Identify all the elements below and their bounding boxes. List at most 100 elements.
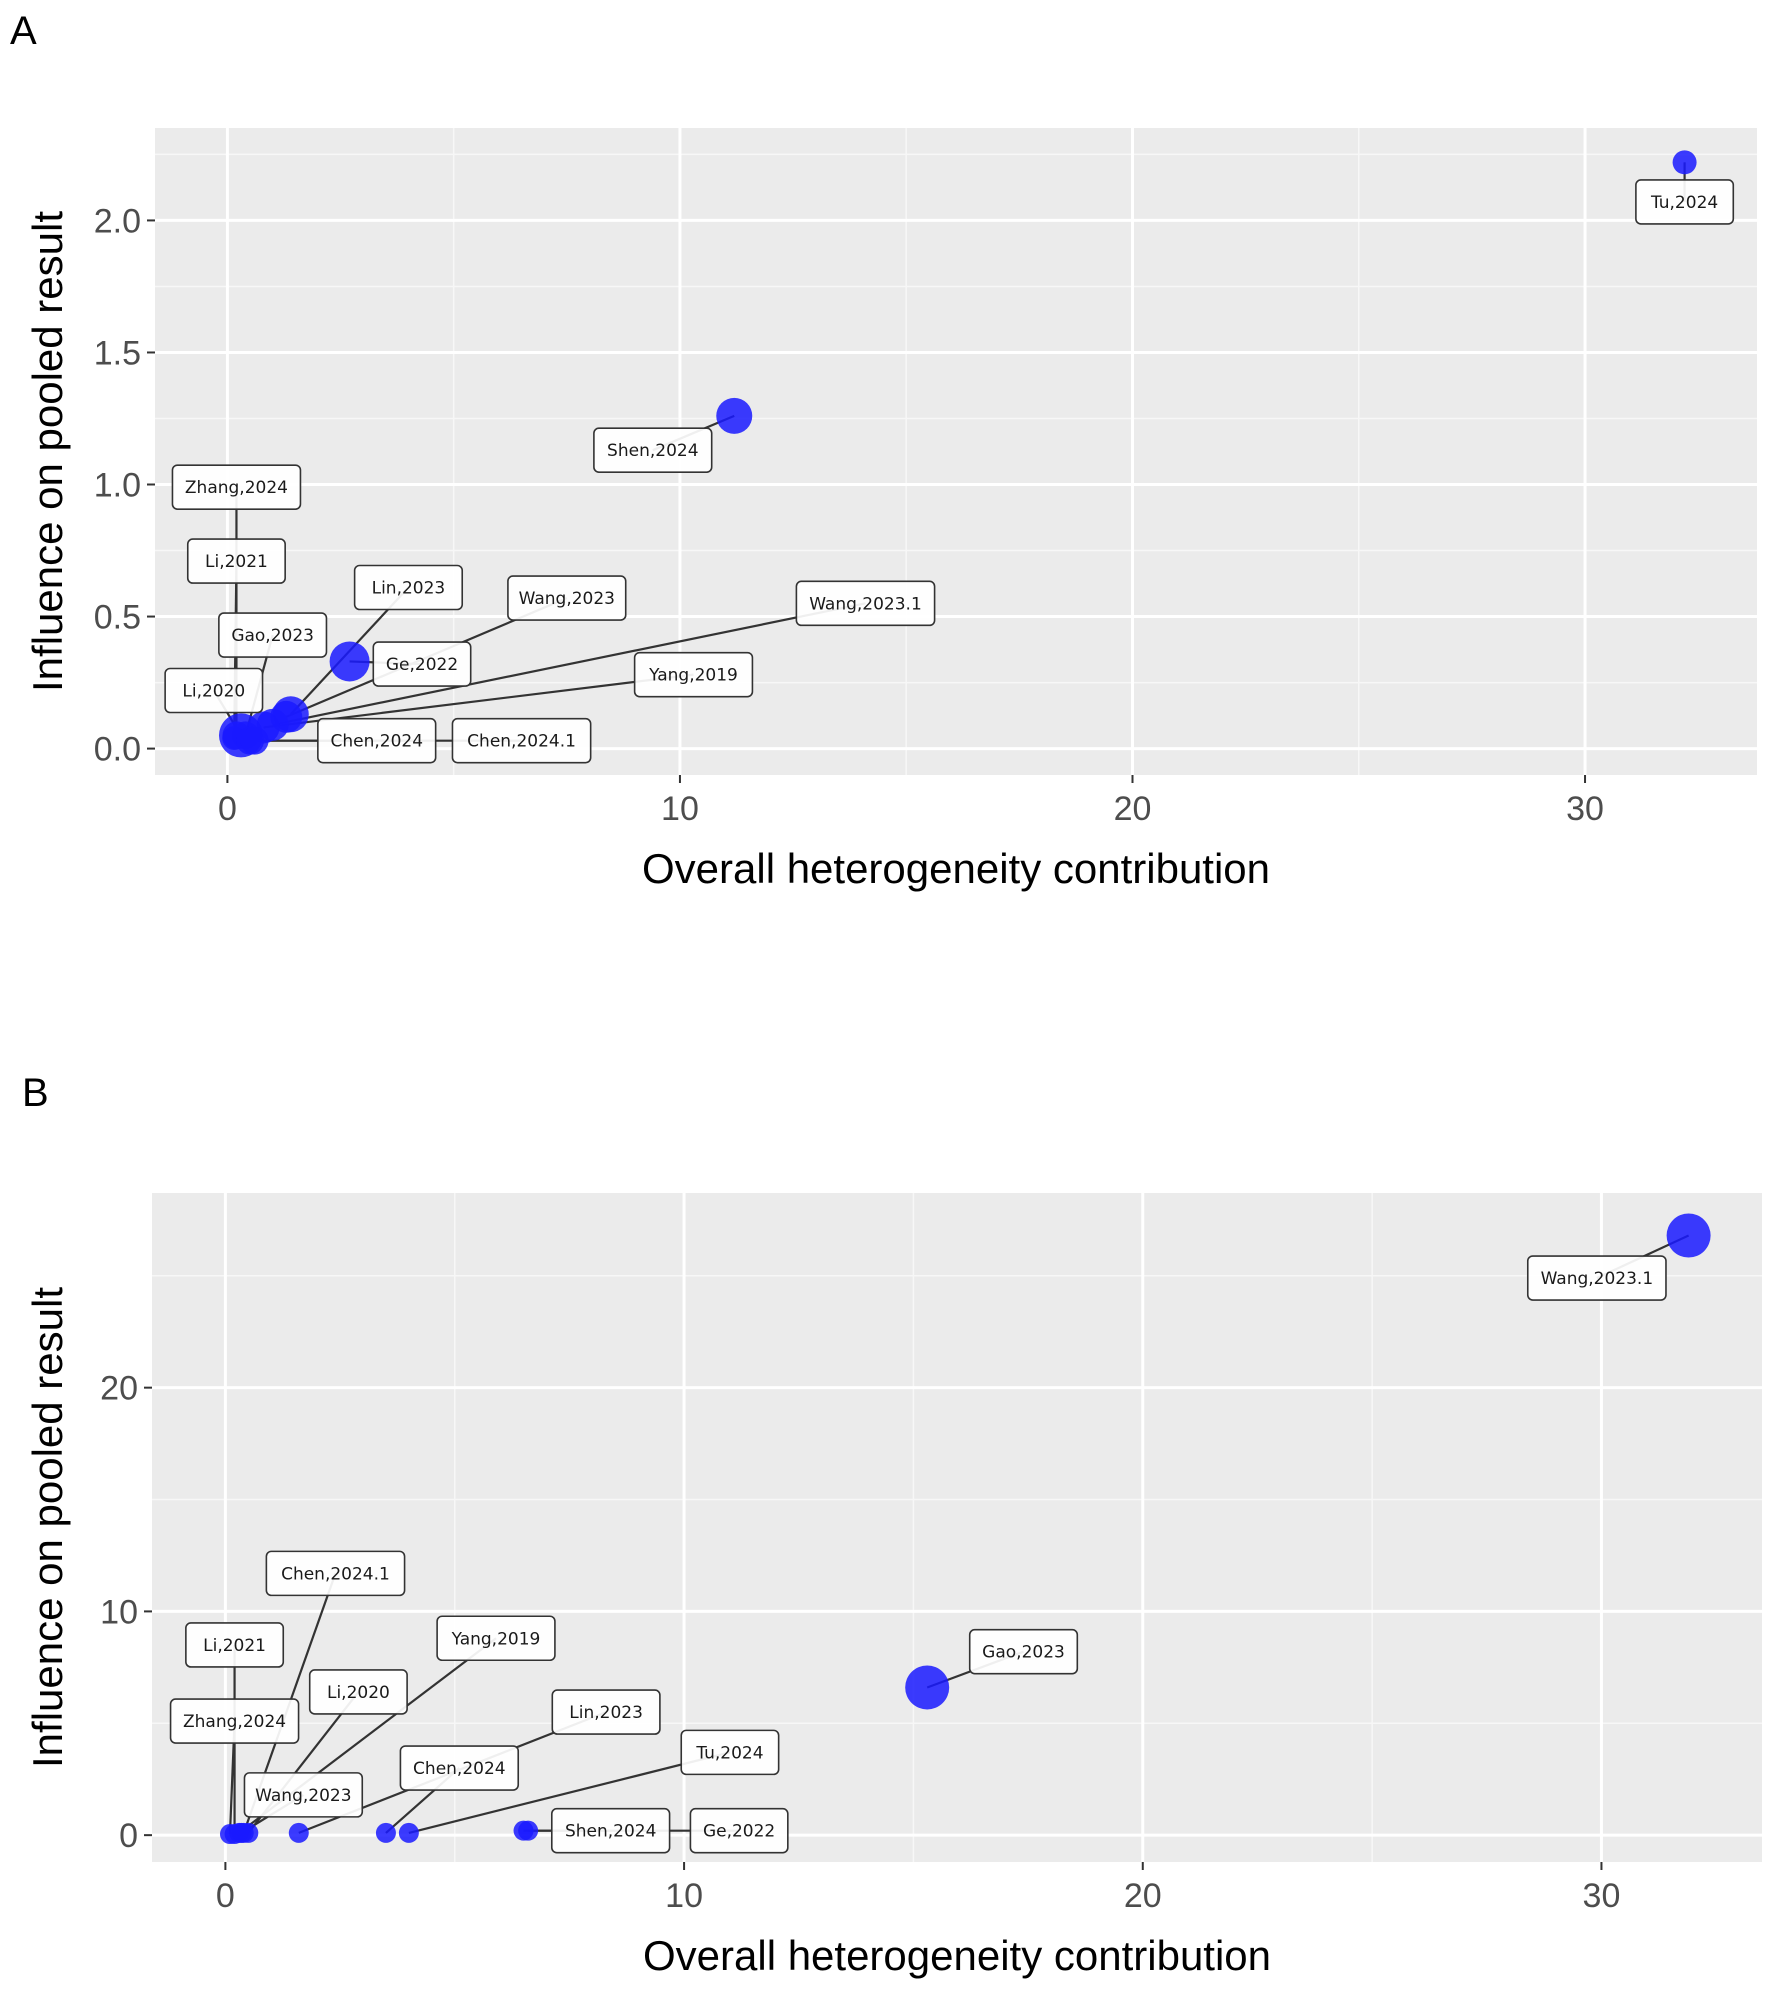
panel-a-point-label-box: [593, 427, 713, 473]
panel-b-point-label: Wang,2023: [243, 1772, 364, 1818]
panel-a-point-label-text: Ge,2022: [386, 655, 458, 675]
panel-b-point-label: Yang,2019: [436, 1615, 556, 1662]
panel-b-point-label-box: [265, 1550, 406, 1597]
panel-b-x-tick-label: 10: [665, 1877, 703, 1915]
panel-b-point-labels: Wang,2023.1 Gao,2023 Chen,2024.1 Li,2021 Yan…: [169, 1255, 1667, 1854]
panel-b-point-label-box: [308, 1669, 408, 1715]
panel-b-y-ticks: 0 10 20: [100, 1370, 152, 1855]
panel-b-point-label: Zhang,2024: [169, 1698, 300, 1744]
panel-b-point-label: Gao,2023: [968, 1628, 1079, 1675]
panel-b-x-axis-title: Overall heterogeneity contribution: [643, 1932, 1271, 1979]
panel-a-point-label-text: Wang,2023.1: [809, 594, 922, 614]
panel-b-y-axis-title: Influence on pooled result: [24, 1287, 71, 1768]
panel-a-point-label: Chen,2024: [317, 717, 437, 764]
panel-a-point-label-box: [186, 538, 286, 584]
panel-a-point-label: Ge,2022: [372, 641, 472, 687]
panel-a-x-tick-label: 0: [218, 790, 237, 828]
panel-b-y-tick-label: 10: [100, 1593, 138, 1631]
panel-a-point-label-text: Tu,2024: [1650, 193, 1718, 213]
panel-a-point-label-box: [164, 667, 264, 714]
panel-a-point-label: Wang,2023.1: [795, 580, 936, 627]
panel-a-point-label: Zhang,2024: [171, 464, 302, 510]
panel-a-data-point: [716, 397, 753, 434]
panel-b-points: [219, 1213, 1711, 1845]
panel-b-point-label-text: Tu,2024: [695, 1743, 763, 1763]
panel-b-point-label-box: [1526, 1255, 1667, 1301]
panel-b-tag: B: [22, 1071, 49, 1115]
panel-b-point-label: Shen,2024: [550, 1807, 671, 1854]
panel-b-y-tick-label: 0: [119, 1817, 138, 1855]
panel-a-y-tick-label: 1.5: [94, 334, 141, 372]
panel-b-point-label-text: Lin,2023: [569, 1703, 643, 1723]
panel-b-data-point: [231, 1822, 252, 1843]
panel-a-point-label-box: [218, 612, 328, 658]
panel-a-x-tick-label: 30: [1566, 790, 1604, 828]
panel-a-point-labels: Tu,2024 Shen,2024 Zhang,2024 Li,2021 Lin,202…: [164, 179, 1735, 764]
panel-b-label-connector: [408, 1751, 731, 1834]
panel-b-point-label: Chen,2024.1: [265, 1550, 406, 1597]
panel-b-point-label-box: [551, 1689, 661, 1735]
panel-b-point-label-box: [968, 1628, 1079, 1675]
panel-a-y-tick-label: 0.0: [94, 731, 141, 769]
panel-a-x-ticks: 0 10 20 30: [218, 775, 1604, 828]
panel-a-point-label: Yang,2019: [633, 651, 754, 698]
panel-b-data-point: [518, 1820, 539, 1841]
panel-b-point-label: Li,2020: [308, 1669, 408, 1715]
panel-a-point-label-box: [795, 580, 936, 627]
panel-a-point-label-box: [633, 651, 754, 698]
panel-b-data-point: [288, 1822, 309, 1843]
panel-b-point-label-text: Gao,2023: [982, 1643, 1065, 1663]
panel-a-point-label: Gao,2023: [218, 612, 328, 658]
panel-a-y-axis-title: Influence on pooled result: [24, 211, 71, 692]
panel-b-x-tick-label: 30: [1583, 1877, 1621, 1915]
panel-a-point-label-box: [317, 717, 437, 764]
panel-b-point-label: Wang,2023.1: [1526, 1255, 1667, 1301]
panel-b-data-point: [398, 1822, 419, 1843]
panel-b-point-label-text: Chen,2024.1: [281, 1564, 390, 1584]
panel-b-point-label-box: [399, 1745, 520, 1791]
panel-a-point-label-box: [451, 717, 592, 764]
panel-b-point-label-box: [680, 1729, 780, 1776]
panel-b-gridlines: [152, 1193, 1762, 1862]
panel-a-point-label: Shen,2024: [593, 427, 713, 473]
panel-a-point-label-text: Li,2021: [205, 552, 268, 572]
panel-b-point-label-box: [689, 1807, 789, 1854]
panel-a-point-label: Li,2021: [186, 538, 286, 584]
panel-b-point-label-text: Shen,2024: [565, 1822, 656, 1842]
panel-b-x-tick-label: 0: [216, 1877, 235, 1915]
panel-a-data-point: [240, 726, 269, 755]
panel-a-point-label-text: Yang,2019: [648, 666, 738, 686]
panel-a-label-connector: [272, 602, 866, 726]
panel-b-point-label: Ge,2022: [689, 1807, 789, 1854]
panel-a-point-label: Lin,2023: [353, 564, 464, 611]
panel-a-point-label-box: [171, 464, 302, 510]
panel-b-point-label-box: [436, 1615, 556, 1662]
panel-a-x-axis-title: Overall heterogeneity contribution: [642, 845, 1270, 892]
panel-b-point-label-text: Li,2020: [327, 1683, 390, 1703]
panel-b-point-label-text: Chen,2024: [413, 1759, 506, 1779]
panel-b-point-label-text: Wang,2023.1: [1541, 1269, 1654, 1289]
panel-a-x-tick-label: 10: [661, 790, 699, 828]
panel-b-point-label-box: [243, 1772, 364, 1818]
panel-b-x-ticks: 0 10 20 30: [216, 1862, 1620, 1915]
panel-a-point-label-text: Li,2020: [182, 681, 245, 701]
panel-a-point-label-box: [507, 575, 627, 621]
panel-b-point-label-text: Zhang,2024: [183, 1712, 286, 1732]
panel-b-y-tick-label: 20: [100, 1370, 138, 1408]
panel-b-point-label-text: Li,2021: [203, 1636, 266, 1656]
panel-a-point-label: Chen,2024.1: [451, 717, 592, 764]
panel-a-data-point: [329, 641, 370, 682]
panel-b-point-label-text: Yang,2019: [451, 1629, 541, 1649]
panel-a-point-label-box: [353, 564, 464, 611]
panel-a: A Tu,2024 Shen,2024 Zhang,2024 Li,2021 Lin,2…: [10, 9, 1757, 892]
panel-a-data-point: [1672, 150, 1697, 175]
panel-a-point-label-text: Zhang,2024: [185, 478, 288, 498]
panel-b-point-label: Li,2021: [185, 1622, 285, 1668]
panel-b-data-point: [1666, 1213, 1711, 1258]
panel-b-point-label: Tu,2024: [680, 1729, 780, 1776]
panel-a-y-tick-label: 0.5: [94, 599, 141, 637]
panel-b-point-label-box: [169, 1698, 300, 1744]
panel-a-point-label-text: Wang,2023: [519, 589, 615, 609]
panel-b-point-label-text: Wang,2023: [255, 1786, 351, 1806]
